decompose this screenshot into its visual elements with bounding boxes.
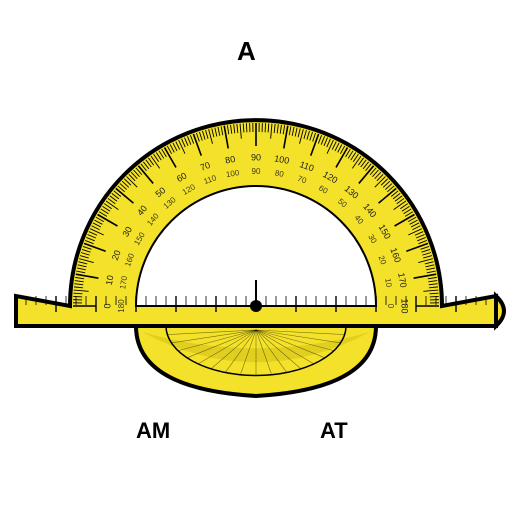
svg-text:0: 0 <box>102 303 112 308</box>
vertex-label-a: A <box>237 36 256 67</box>
ray-label-am: AM <box>136 418 170 444</box>
ray-label-at: AT <box>320 418 348 444</box>
svg-text:90: 90 <box>252 167 261 176</box>
svg-text:0: 0 <box>386 304 395 309</box>
svg-text:90: 90 <box>251 152 261 162</box>
protractor-svg: 0180101702016030150401405013060120701108… <box>0 0 512 512</box>
protractor-diagram: 0180101702016030150401405013060120701108… <box>0 0 512 512</box>
svg-text:10: 10 <box>104 274 116 286</box>
right-tab <box>496 296 504 326</box>
svg-text:180: 180 <box>117 299 126 313</box>
svg-text:180: 180 <box>400 298 410 313</box>
center-dot <box>250 300 262 312</box>
svg-text:80: 80 <box>224 154 236 166</box>
